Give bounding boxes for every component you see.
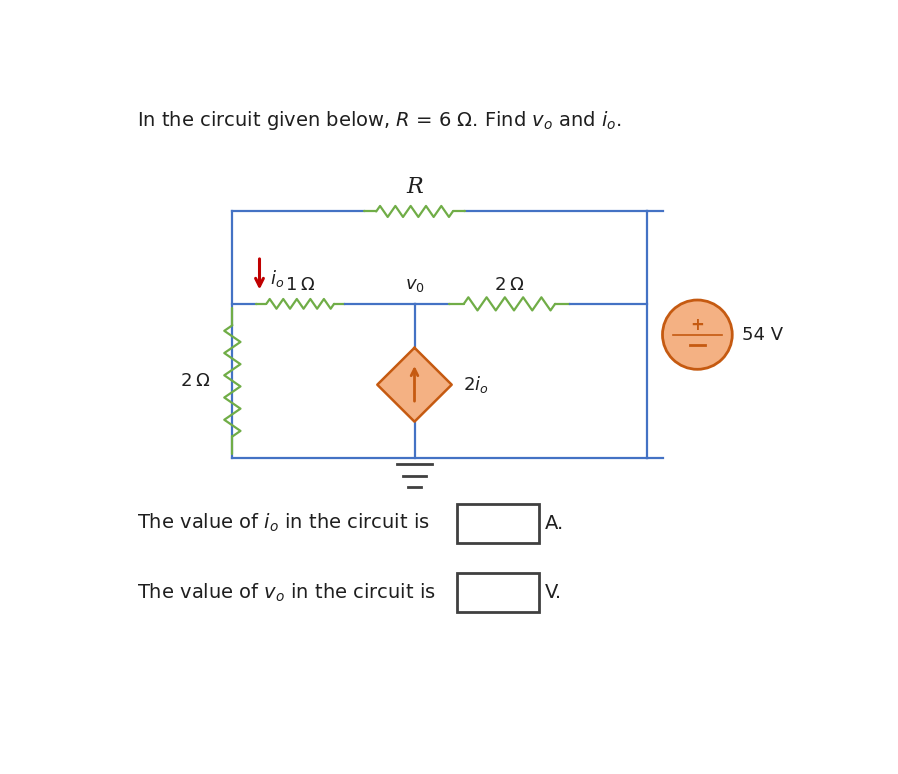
- Text: $2i_o$: $2i_o$: [462, 374, 489, 396]
- Text: The value of $v_o$ in the circuit is: The value of $v_o$ in the circuit is: [137, 581, 436, 604]
- Text: $i_o$: $i_o$: [269, 268, 284, 289]
- Text: 2 Ω: 2 Ω: [180, 372, 209, 390]
- Text: 2 Ω: 2 Ω: [495, 276, 524, 294]
- Text: V.: V.: [545, 583, 562, 602]
- Text: R: R: [406, 176, 423, 197]
- Text: The value of $i_o$ in the circuit is: The value of $i_o$ in the circuit is: [137, 512, 430, 535]
- Circle shape: [663, 300, 732, 369]
- Text: 54 V: 54 V: [742, 326, 783, 344]
- Text: +: +: [691, 316, 704, 334]
- Bar: [457, 574, 539, 612]
- Text: In the circuit given below, $R$ = 6 $\Omega$. Find $v_o$ and $i_o$.: In the circuit given below, $R$ = 6 $\Om…: [137, 109, 621, 132]
- Bar: [457, 504, 539, 543]
- Text: 1 Ω: 1 Ω: [286, 276, 314, 294]
- Text: $v_0$: $v_0$: [405, 276, 425, 294]
- Polygon shape: [377, 348, 452, 422]
- Text: A.: A.: [545, 514, 564, 533]
